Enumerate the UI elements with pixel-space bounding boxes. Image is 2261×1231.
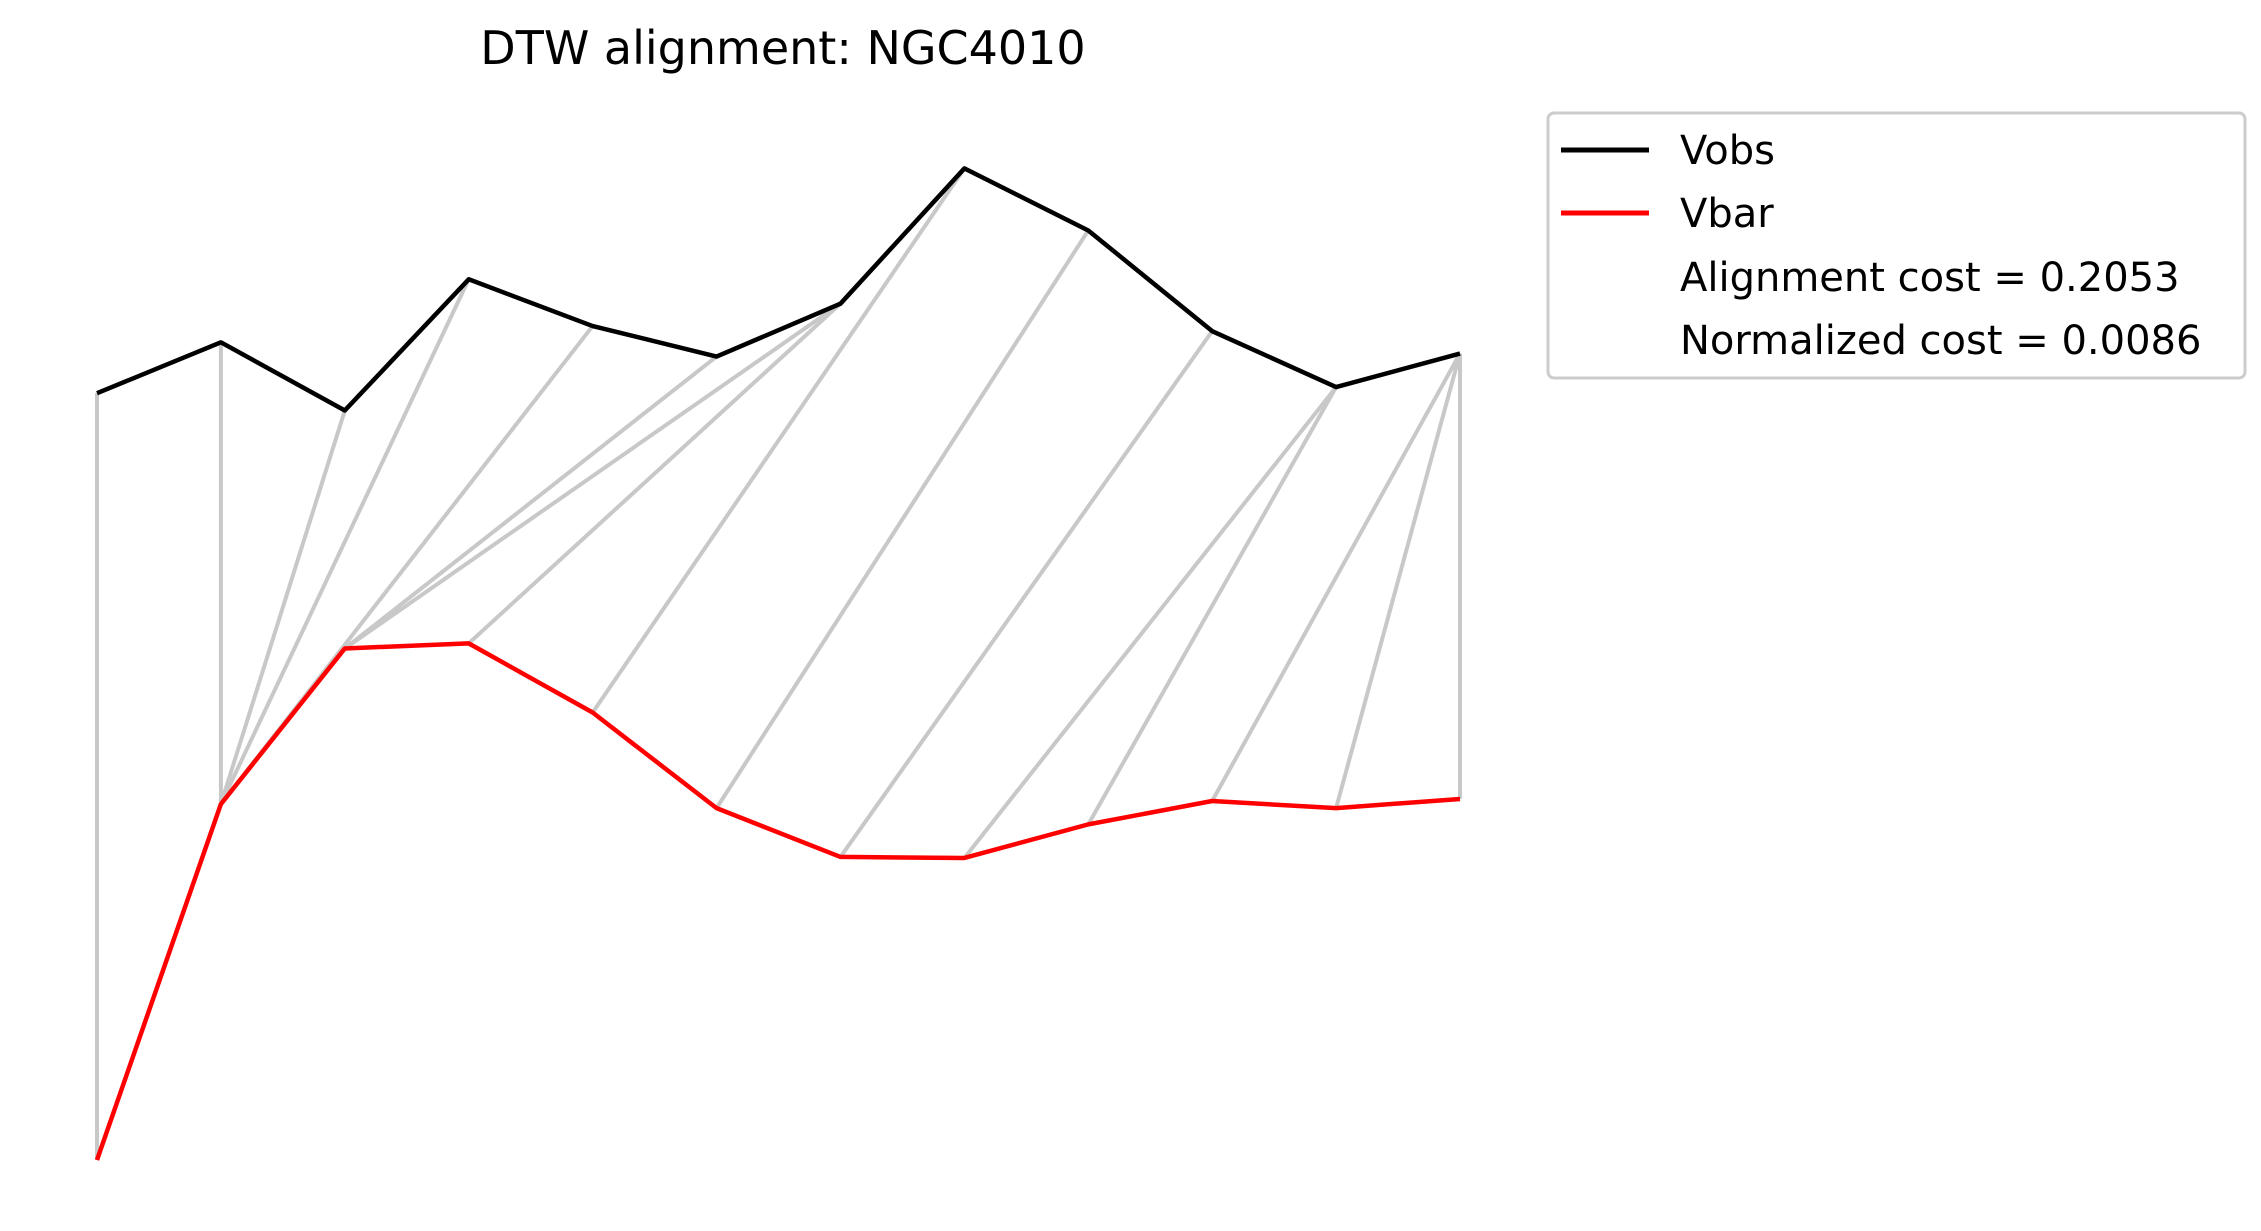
legend: Vobs Vbar Alignment cost = 0.2053 Normalize… bbox=[1546, 111, 2247, 380]
chart-title: DTW alignment: NGC4010 bbox=[480, 21, 1085, 75]
alignment-line-2 bbox=[219, 409, 347, 805]
alignment-line-6 bbox=[343, 302, 842, 651]
alignment-line-9 bbox=[714, 229, 1090, 810]
legend-annotation-0: Alignment cost = 0.2053 bbox=[1680, 255, 2180, 301]
alignment-line-5 bbox=[343, 354, 718, 651]
alignment-line-12 bbox=[1086, 386, 1338, 826]
alignment-line-14 bbox=[1334, 352, 1462, 809]
legend-frame bbox=[1546, 111, 2247, 380]
series-line-vbar bbox=[94, 641, 1461, 1161]
legend-label-vobs: Vobs bbox=[1680, 128, 1775, 174]
legend-entries: Vobs Vbar Alignment cost = 0.2053 Normalize… bbox=[1561, 128, 2201, 364]
series-lines bbox=[94, 166, 1461, 1161]
alignment-line-8 bbox=[590, 167, 967, 714]
alignment-line-7 bbox=[467, 302, 842, 645]
series-line-vobs bbox=[96, 166, 1461, 413]
legend-annotation-1: Normalized cost = 0.0086 bbox=[1680, 318, 2201, 364]
alignment-line-3 bbox=[219, 278, 471, 805]
alignment-lines bbox=[95, 167, 1462, 1160]
alignment-line-11 bbox=[962, 385, 1338, 860]
alignment-line-10 bbox=[838, 329, 1214, 859]
legend-label-vbar: Vbar bbox=[1680, 191, 1774, 237]
alignment-line-13 bbox=[1210, 352, 1462, 802]
